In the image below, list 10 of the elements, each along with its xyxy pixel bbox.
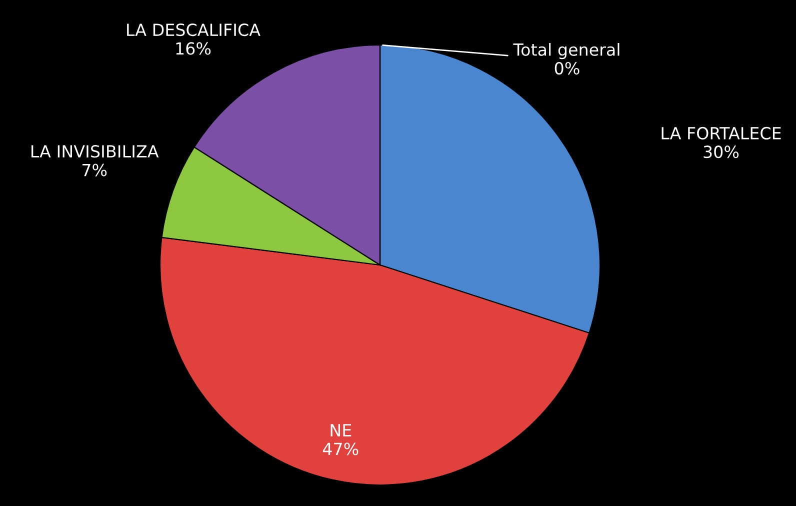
slice-label: LA DESCALIFICA [127, 24, 260, 36]
category-label: Total general [513, 43, 620, 60]
slice-label: LA FORTALECE [662, 126, 781, 140]
data-label: 47% [322, 442, 358, 456]
data-label: 16% [176, 42, 211, 55]
slice-label: NE [330, 424, 352, 436]
data-label: 30% [704, 146, 739, 158]
slice-label: LA INVISIBILIZA [32, 145, 159, 158]
text: 0% [554, 62, 580, 75]
data-label: 7% [82, 164, 107, 176]
